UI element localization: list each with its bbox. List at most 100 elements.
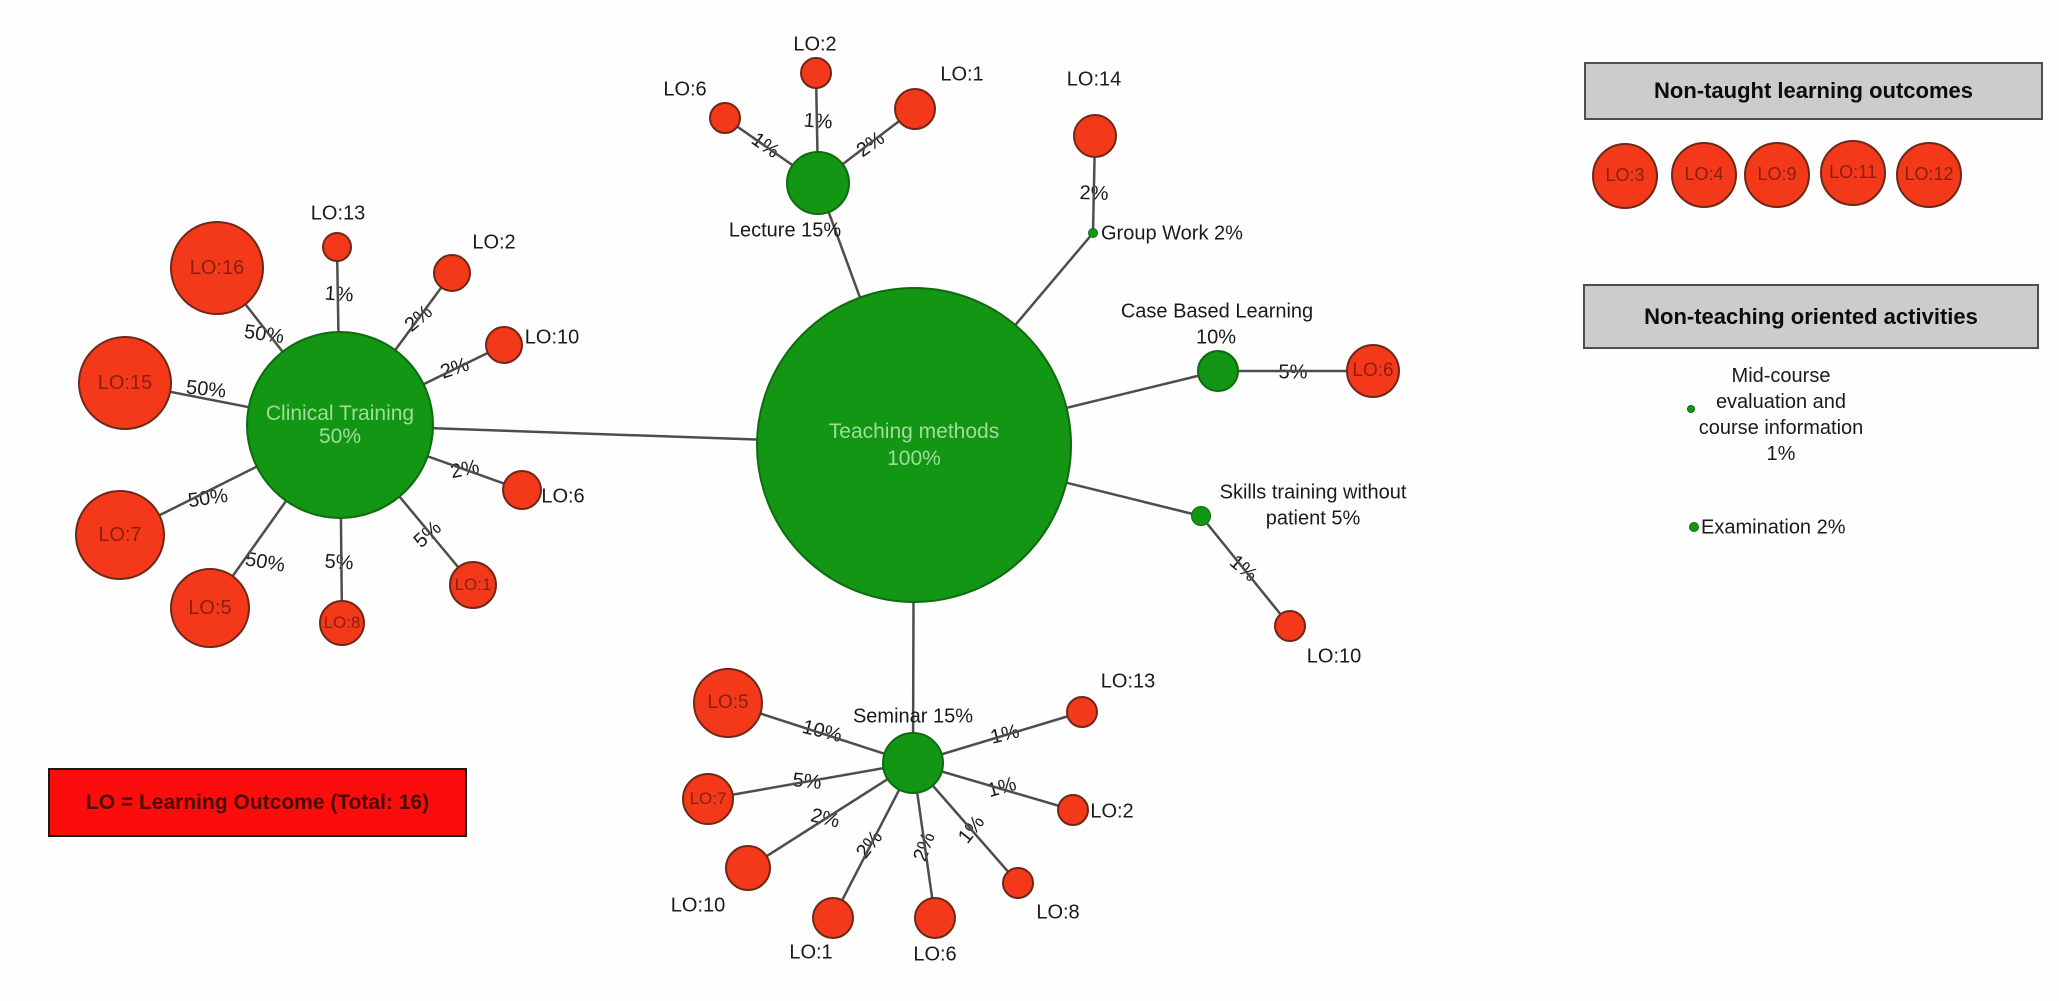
label-seminar-lo8: LO:8 bbox=[1036, 901, 1080, 924]
node-clinical-lo8: LO:8 bbox=[319, 600, 365, 646]
node-nontaught-lo3: LO:3 bbox=[1592, 143, 1658, 209]
node-groupwork-lo14 bbox=[1073, 114, 1117, 158]
label-midcourse-line1: Mid-course bbox=[1731, 365, 1831, 387]
label-seminar-lo1: LO:1 bbox=[789, 941, 833, 964]
pct-groupwork-lo14: 2% bbox=[1079, 182, 1109, 205]
node-clinical-lo7: LO:7 bbox=[75, 490, 165, 580]
pct-seminar-lo1: 2% bbox=[852, 826, 888, 863]
node-clinical-lo8-label: LO:8 bbox=[323, 612, 361, 632]
node-seminar-lo5: LO:5 bbox=[693, 668, 763, 738]
label-lecture-lo6: LO:6 bbox=[663, 78, 707, 101]
pct-seminar-lo10: 2% bbox=[808, 804, 842, 833]
node-nontaught-lo9: LO:9 bbox=[1744, 142, 1810, 208]
label-skills-line2: patient 5% bbox=[1265, 507, 1361, 530]
pct-casebased-lo6: 5% bbox=[1278, 361, 1308, 384]
pct-seminar-lo5: 10% bbox=[800, 715, 845, 748]
node-lecture-lo2 bbox=[800, 57, 832, 89]
midcourse-dot bbox=[1687, 405, 1695, 413]
pct-skills-lo10: 1% bbox=[1225, 550, 1262, 587]
hub-clinical-training-label: Clinical Training 50% bbox=[265, 401, 415, 448]
pct-lecture-lo2: 1% bbox=[802, 109, 834, 134]
node-seminar-lo6 bbox=[914, 897, 956, 939]
pct-clinical-lo2: 2% bbox=[400, 300, 437, 337]
label-clinical-lo10: LO:10 bbox=[524, 326, 580, 349]
pct-clinical-lo7: 50% bbox=[186, 484, 230, 513]
label-seminar-lo6: LO:6 bbox=[913, 943, 957, 966]
pct-clinical-lo8: 5% bbox=[323, 550, 355, 575]
label-lecture-lo1: LO:1 bbox=[940, 63, 984, 86]
node-clinical-lo13 bbox=[322, 232, 352, 262]
node-casebased-lo6-label: LO:6 bbox=[1352, 359, 1394, 381]
examination-dot bbox=[1689, 522, 1699, 532]
hub-teaching-methods-label: Teaching methods bbox=[828, 419, 1000, 443]
hub-seminar bbox=[882, 732, 944, 794]
label-midcourse-line3: course information bbox=[1698, 417, 1864, 439]
node-seminar-lo5-label: LO:5 bbox=[707, 691, 749, 713]
label-clinical-lo2: LO:2 bbox=[472, 231, 516, 254]
hub-case-based-learning bbox=[1197, 350, 1239, 392]
label-seminar-lo2: LO:2 bbox=[1090, 800, 1134, 823]
pct-clinical-lo15: 50% bbox=[184, 376, 228, 403]
pct-clinical-lo13: 1% bbox=[323, 282, 355, 307]
node-lecture-lo6 bbox=[709, 102, 741, 134]
label-midcourse: Mid-course evaluation and course informa… bbox=[1699, 363, 1864, 467]
node-clinical-lo15-label: LO:15 bbox=[97, 372, 153, 394]
label-examination: Examination 2% bbox=[1701, 516, 1846, 539]
pct-seminar-lo13: 1% bbox=[988, 720, 1022, 749]
label-seminar: Seminar 15% bbox=[852, 705, 974, 728]
label-case-based-line2: 10% bbox=[1195, 326, 1237, 349]
pct-clinical-lo10: 2% bbox=[437, 353, 472, 384]
node-nontaught-lo4-label: LO:4 bbox=[1684, 164, 1724, 185]
pct-lecture-lo6: 1% bbox=[747, 128, 784, 163]
pct-clinical-lo5: 50% bbox=[243, 548, 287, 577]
node-clinical-lo7-label: LO:7 bbox=[98, 524, 142, 546]
pct-clinical-lo6: 2% bbox=[448, 455, 482, 484]
node-seminar-lo13 bbox=[1066, 696, 1098, 728]
node-lecture-lo1 bbox=[894, 88, 936, 130]
label-group-work: Group Work 2% bbox=[1101, 222, 1243, 245]
legend-box: LO = Learning Outcome (Total: 16) bbox=[48, 768, 467, 837]
hub-teaching-methods: Teaching methods 100% bbox=[756, 287, 1072, 603]
hub-skills-training-dot bbox=[1191, 506, 1211, 526]
node-clinical-lo16-label: LO:16 bbox=[189, 257, 245, 279]
label-seminar-lo10: LO:10 bbox=[670, 894, 726, 917]
node-clinical-lo16: LO:16 bbox=[170, 221, 264, 315]
label-clinical-lo6: LO:6 bbox=[541, 485, 585, 508]
hub-clinical-training: Clinical Training 50% bbox=[246, 331, 434, 519]
node-clinical-lo1-label: LO:1 bbox=[454, 574, 492, 594]
label-clinical-lo13: LO:13 bbox=[310, 202, 366, 225]
pct-seminar-lo7: 5% bbox=[791, 769, 823, 794]
node-clinical-lo5-label: LO:5 bbox=[188, 597, 232, 619]
hub-teaching-methods-pct: 100% bbox=[887, 447, 941, 470]
node-nontaught-lo9-label: LO:9 bbox=[1757, 164, 1797, 185]
label-groupwork-lo14: LO:14 bbox=[1066, 68, 1122, 91]
pct-clinical-lo1: 5% bbox=[409, 516, 446, 553]
hub-group-work-dot bbox=[1088, 228, 1098, 238]
node-seminar-lo10 bbox=[725, 845, 771, 891]
pct-seminar-lo2: 1% bbox=[984, 772, 1019, 803]
label-lecture: Lecture 15% bbox=[728, 219, 842, 242]
pct-seminar-lo8: 1% bbox=[954, 811, 990, 848]
label-lecture-lo2: LO:2 bbox=[793, 33, 837, 56]
label-skills-line1: Skills training without bbox=[1219, 481, 1407, 504]
node-seminar-lo7: LO:7 bbox=[682, 773, 734, 825]
hub-lecture bbox=[786, 151, 850, 215]
panel-non-teaching-title: Non-teaching oriented activities bbox=[1644, 303, 1978, 329]
label-seminar-lo13: LO:13 bbox=[1100, 670, 1156, 693]
node-nontaught-lo12: LO:12 bbox=[1896, 142, 1962, 208]
node-nontaught-lo11: LO:11 bbox=[1820, 140, 1886, 206]
panel-non-taught-title: Non-taught learning outcomes bbox=[1654, 78, 1973, 103]
node-clinical-lo15: LO:15 bbox=[78, 336, 172, 430]
node-clinical-lo6 bbox=[502, 470, 542, 510]
panel-non-taught-header: Non-taught learning outcomes bbox=[1584, 62, 2043, 120]
legend-text: LO = Learning Outcome (Total: 16) bbox=[85, 790, 430, 814]
pct-lecture-lo1: 2% bbox=[852, 127, 889, 162]
label-midcourse-line4: 1% bbox=[1766, 443, 1796, 465]
node-clinical-lo10 bbox=[485, 326, 523, 364]
node-clinical-lo1: LO:1 bbox=[449, 561, 497, 609]
node-seminar-lo2 bbox=[1057, 794, 1089, 826]
node-casebased-lo6: LO:6 bbox=[1346, 344, 1400, 398]
node-nontaught-lo11-label: LO:11 bbox=[1829, 162, 1877, 183]
node-clinical-lo5: LO:5 bbox=[170, 568, 250, 648]
